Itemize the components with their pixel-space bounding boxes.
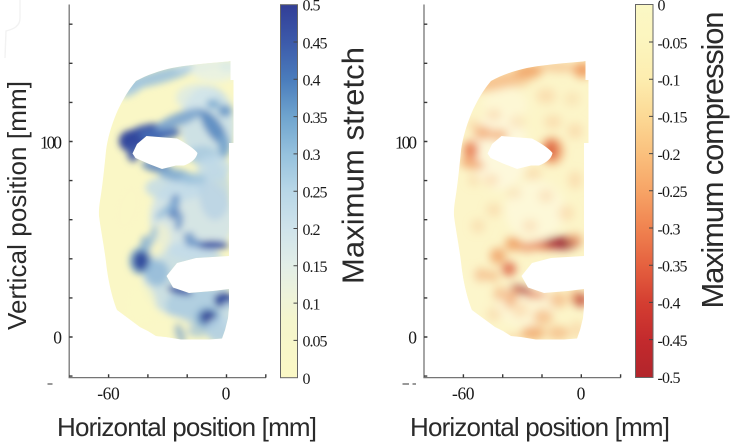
svg-text:0: 0 [577,384,586,404]
svg-text:-0.05: -0.05 [658,35,688,52]
svg-text:0.35: 0.35 [303,110,328,127]
svg-text:0.45: 0.45 [303,35,328,52]
svg-text:Horizontal position [mm]: Horizontal position [mm] [410,412,670,442]
svg-text:0: 0 [658,0,666,14]
svg-text:-0.45: -0.45 [658,333,688,350]
svg-text:Horizontal position [mm]: Horizontal position [mm] [57,412,317,442]
svg-text:0.15: 0.15 [303,259,328,276]
svg-text:-60: -60 [452,384,475,404]
svg-text:0: 0 [222,384,231,404]
svg-text:-0.2: -0.2 [658,147,681,164]
svg-text:0.5: 0.5 [303,0,321,14]
svg-text:Maximum stretch: Maximum stretch [336,47,371,284]
svg-text:Vertical position [mm]: Vertical position [mm] [2,81,32,330]
svg-text:-0.3: -0.3 [658,221,681,238]
svg-text:-0.15: -0.15 [658,110,688,127]
svg-text:0: 0 [53,328,62,348]
svg-text:0.1: 0.1 [303,296,321,313]
svg-text:0.4: 0.4 [303,73,321,90]
svg-text:-0.4: -0.4 [658,296,681,313]
svg-text:0.05: 0.05 [303,334,328,351]
svg-text:-0.1: -0.1 [658,73,681,90]
svg-text:-60: -60 [97,384,120,404]
svg-text:-0.35: -0.35 [658,259,688,276]
svg-text:0.3: 0.3 [303,147,321,164]
svg-text:0.2: 0.2 [303,222,321,239]
svg-text:100: 100 [395,133,417,153]
svg-text:Maximum compression: Maximum compression [695,12,730,309]
svg-text:0.25: 0.25 [303,185,328,202]
svg-text:100: 100 [40,133,62,153]
svg-text:0: 0 [408,328,417,348]
svg-text:0: 0 [303,371,311,388]
svg-text:-0.5: -0.5 [658,370,681,387]
svg-text:-0.25: -0.25 [658,184,688,201]
